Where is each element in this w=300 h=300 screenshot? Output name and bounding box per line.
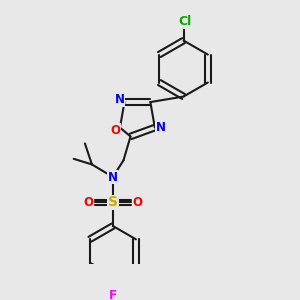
Text: N: N <box>155 121 166 134</box>
Text: N: N <box>108 170 118 184</box>
Text: N: N <box>114 93 124 106</box>
Text: O: O <box>83 196 93 209</box>
Text: S: S <box>108 195 118 209</box>
Text: O: O <box>133 196 142 209</box>
Text: O: O <box>110 124 120 137</box>
Text: F: F <box>109 290 117 300</box>
Text: Cl: Cl <box>178 15 192 28</box>
